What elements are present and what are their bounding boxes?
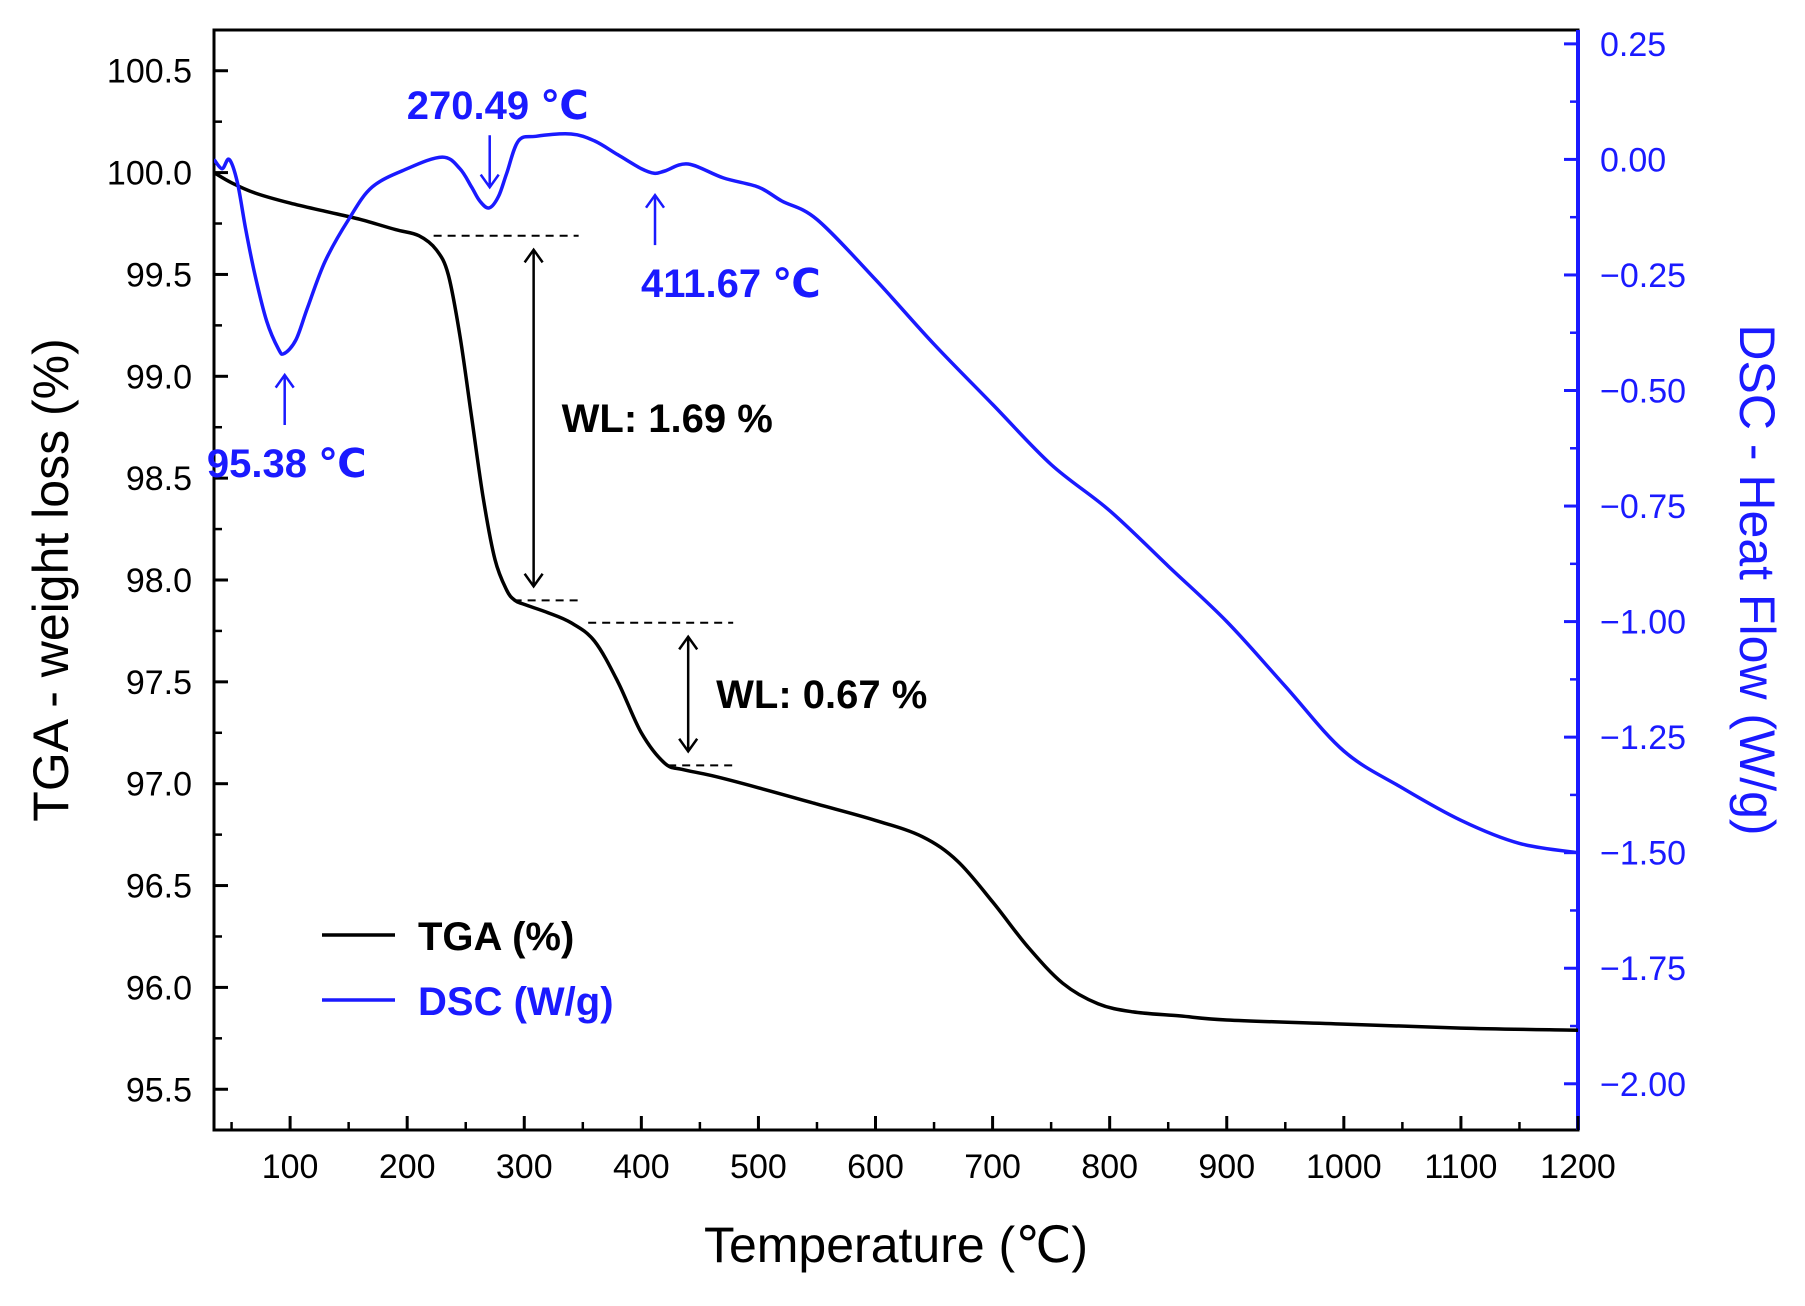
right-y-tick-label: −2.00 xyxy=(1600,1066,1686,1104)
left-y-tick-label: 98.0 xyxy=(126,562,192,600)
right-y-axis-title: DSC - Heat Flow (W/g) xyxy=(1729,324,1785,835)
right-y-tick-label: −1.50 xyxy=(1600,835,1686,873)
x-tick-label: 1100 xyxy=(1424,1148,1497,1186)
arrow-head xyxy=(523,573,544,589)
left-y-tick-label: 96.0 xyxy=(126,969,192,1007)
weight-loss-label: WL: 1.69 % xyxy=(562,397,773,441)
left-y-tick-label: 100.0 xyxy=(107,155,192,193)
x-tick-label: 800 xyxy=(1081,1148,1138,1186)
x-tick-label: 1200 xyxy=(1540,1148,1616,1186)
arrow-head xyxy=(678,634,699,651)
x-tick-label: 500 xyxy=(730,1148,787,1186)
peak-annotation-label: 95.38 ℃ xyxy=(207,442,367,486)
x-tick-label: 300 xyxy=(496,1148,553,1186)
x-tick-label: 1000 xyxy=(1306,1148,1382,1186)
weight-loss-label: WL: 0.67 % xyxy=(716,673,927,717)
right-y-tick-label: −1.00 xyxy=(1600,604,1686,642)
x-tick-label: 400 xyxy=(613,1148,670,1186)
x-axis-ticks: 100 200 300 400 500 600 700 800 900 1000 1100 1200 xyxy=(230,1116,1616,1186)
arrow-head xyxy=(523,247,544,264)
x-tick-label: 100 xyxy=(262,1148,319,1186)
left-y-tick-label: 100.5 xyxy=(107,53,192,91)
right-y-tick-label: −0.50 xyxy=(1600,373,1686,411)
left-y-tick-label: 98.5 xyxy=(126,460,192,498)
right-y-tick-label: 0.00 xyxy=(1600,141,1666,179)
x-tick-label: 200 xyxy=(379,1148,436,1186)
x-tick-label: 600 xyxy=(847,1148,904,1186)
legend-dsc-label: DSC (W/g) xyxy=(418,980,614,1024)
peak-annotation-label: 411.67 ℃ xyxy=(641,262,821,306)
right-y-tick-label: −0.25 xyxy=(1600,257,1686,295)
left-y-axis-title: TGA - weight loss (%) xyxy=(23,338,79,821)
x-tick-label: 700 xyxy=(964,1148,1021,1186)
left-y-tick-label: 96.5 xyxy=(126,868,192,906)
right-y-axis-ticks: 0.25 0.00 −0.25 −0.50 −0.75 −1.00 −1.25 −1.50 −1… xyxy=(1564,26,1686,1104)
x-axis-title: Temperature (℃) xyxy=(704,1217,1088,1273)
weight-loss-guides xyxy=(433,234,734,767)
left-y-tick-label: 99.5 xyxy=(126,256,192,294)
right-y-tick-label: −1.25 xyxy=(1600,719,1686,757)
right-y-tick-label: 0.25 xyxy=(1600,26,1666,64)
left-y-axis-ticks: 95.5 96.0 96.5 97.0 97.5 98.0 98.5 99.0 99.5 100.… xyxy=(107,53,228,1109)
legend: TGA (%) DSC (W/g) xyxy=(322,915,614,1024)
dsc-series-line xyxy=(214,132,1578,855)
peak-annotation-label: 270.49 ℃ xyxy=(407,84,589,128)
left-y-tick-label: 95.5 xyxy=(126,1071,192,1109)
left-y-tick-label: 97.5 xyxy=(126,664,192,702)
tga-series-line xyxy=(214,171,1578,1032)
arrow-head xyxy=(644,192,666,209)
left-y-tick-label: 97.0 xyxy=(126,766,192,804)
x-tick-label: 900 xyxy=(1198,1148,1255,1186)
right-y-tick-label: −1.75 xyxy=(1600,950,1686,988)
annotations: 95.38 ℃ 270.49 ℃ 411.67 ℃ WL: 1.69 % WL: 0.6… xyxy=(207,84,927,754)
plot-frame xyxy=(212,28,1580,1132)
right-y-tick-label: −0.75 xyxy=(1600,488,1686,526)
legend-tga-label: TGA (%) xyxy=(418,915,574,959)
left-y-tick-label: 99.0 xyxy=(126,358,192,396)
arrow-head xyxy=(678,738,699,754)
